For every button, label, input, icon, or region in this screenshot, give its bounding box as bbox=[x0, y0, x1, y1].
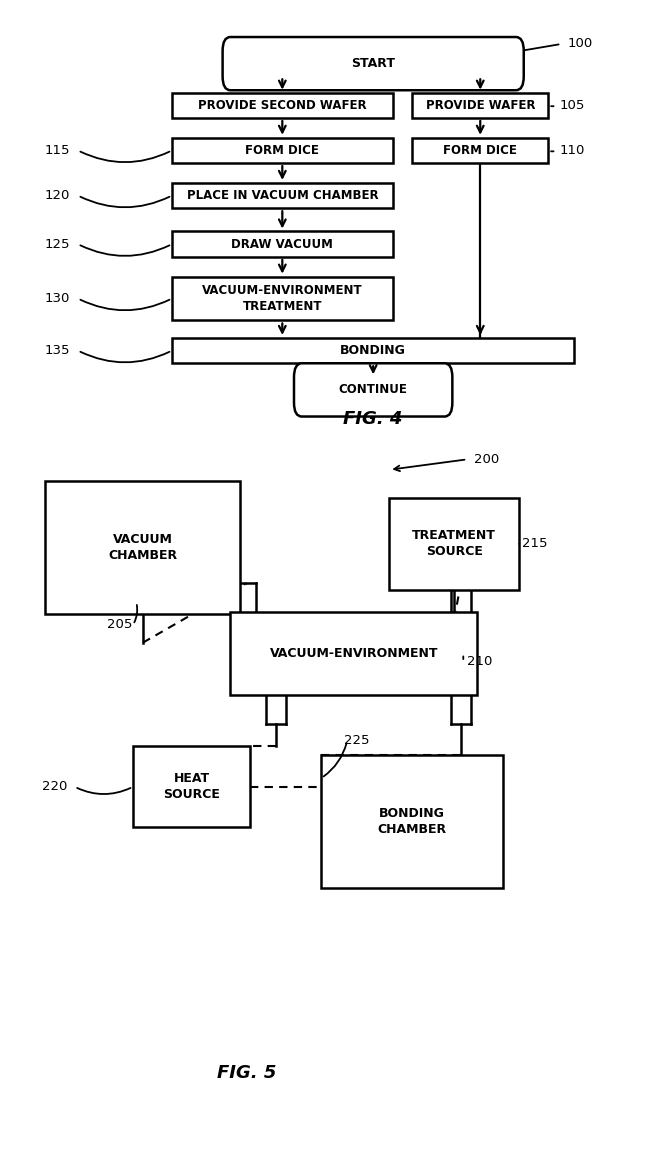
Text: BONDING
CHAMBER: BONDING CHAMBER bbox=[378, 806, 447, 837]
Text: PROVIDE SECOND WAFER: PROVIDE SECOND WAFER bbox=[198, 98, 367, 112]
Text: HEAT
SOURCE: HEAT SOURCE bbox=[163, 772, 220, 802]
Text: 225: 225 bbox=[344, 734, 369, 747]
Text: 100: 100 bbox=[568, 37, 593, 51]
Text: 205: 205 bbox=[107, 618, 132, 632]
Text: 105: 105 bbox=[559, 98, 585, 112]
FancyBboxPatch shape bbox=[389, 498, 519, 590]
Text: 215: 215 bbox=[522, 537, 548, 551]
Text: 200: 200 bbox=[474, 452, 499, 466]
Text: 115: 115 bbox=[44, 143, 69, 157]
Text: 110: 110 bbox=[559, 143, 585, 157]
FancyBboxPatch shape bbox=[133, 746, 250, 827]
FancyBboxPatch shape bbox=[172, 183, 393, 208]
Text: PLACE IN VACUUM CHAMBER: PLACE IN VACUUM CHAMBER bbox=[186, 189, 378, 202]
FancyBboxPatch shape bbox=[412, 93, 548, 118]
FancyBboxPatch shape bbox=[172, 231, 393, 257]
Text: FIG. 4: FIG. 4 bbox=[343, 410, 403, 428]
FancyBboxPatch shape bbox=[412, 138, 548, 163]
FancyBboxPatch shape bbox=[45, 481, 240, 613]
Text: 120: 120 bbox=[44, 189, 69, 202]
Text: VACUUM
CHAMBER: VACUUM CHAMBER bbox=[108, 532, 177, 562]
Text: 130: 130 bbox=[44, 292, 69, 305]
Text: BONDING: BONDING bbox=[340, 344, 406, 358]
Text: FORM DICE: FORM DICE bbox=[245, 143, 319, 157]
Text: PROVIDE WAFER: PROVIDE WAFER bbox=[426, 98, 535, 112]
FancyBboxPatch shape bbox=[172, 93, 393, 118]
Text: DRAW VACUUM: DRAW VACUUM bbox=[232, 237, 333, 251]
Text: 125: 125 bbox=[44, 237, 69, 251]
Text: 220: 220 bbox=[42, 780, 67, 794]
Text: VACUUM-ENVIRONMENT
TREATMENT: VACUUM-ENVIRONMENT TREATMENT bbox=[202, 283, 363, 314]
Text: FORM DICE: FORM DICE bbox=[443, 143, 517, 157]
FancyBboxPatch shape bbox=[223, 37, 524, 90]
Text: 135: 135 bbox=[44, 344, 69, 358]
Text: TREATMENT
SOURCE: TREATMENT SOURCE bbox=[412, 529, 496, 559]
Text: VACUUM-ENVIRONMENT: VACUUM-ENVIRONMENT bbox=[269, 647, 438, 661]
Text: FIG. 5: FIG. 5 bbox=[217, 1063, 276, 1082]
Text: CONTINUE: CONTINUE bbox=[339, 383, 408, 397]
FancyBboxPatch shape bbox=[172, 277, 393, 320]
FancyBboxPatch shape bbox=[172, 138, 393, 163]
FancyBboxPatch shape bbox=[230, 612, 477, 695]
Text: 210: 210 bbox=[467, 655, 493, 669]
FancyBboxPatch shape bbox=[172, 338, 574, 363]
Text: START: START bbox=[351, 57, 395, 71]
FancyBboxPatch shape bbox=[321, 756, 503, 889]
FancyBboxPatch shape bbox=[294, 363, 452, 417]
